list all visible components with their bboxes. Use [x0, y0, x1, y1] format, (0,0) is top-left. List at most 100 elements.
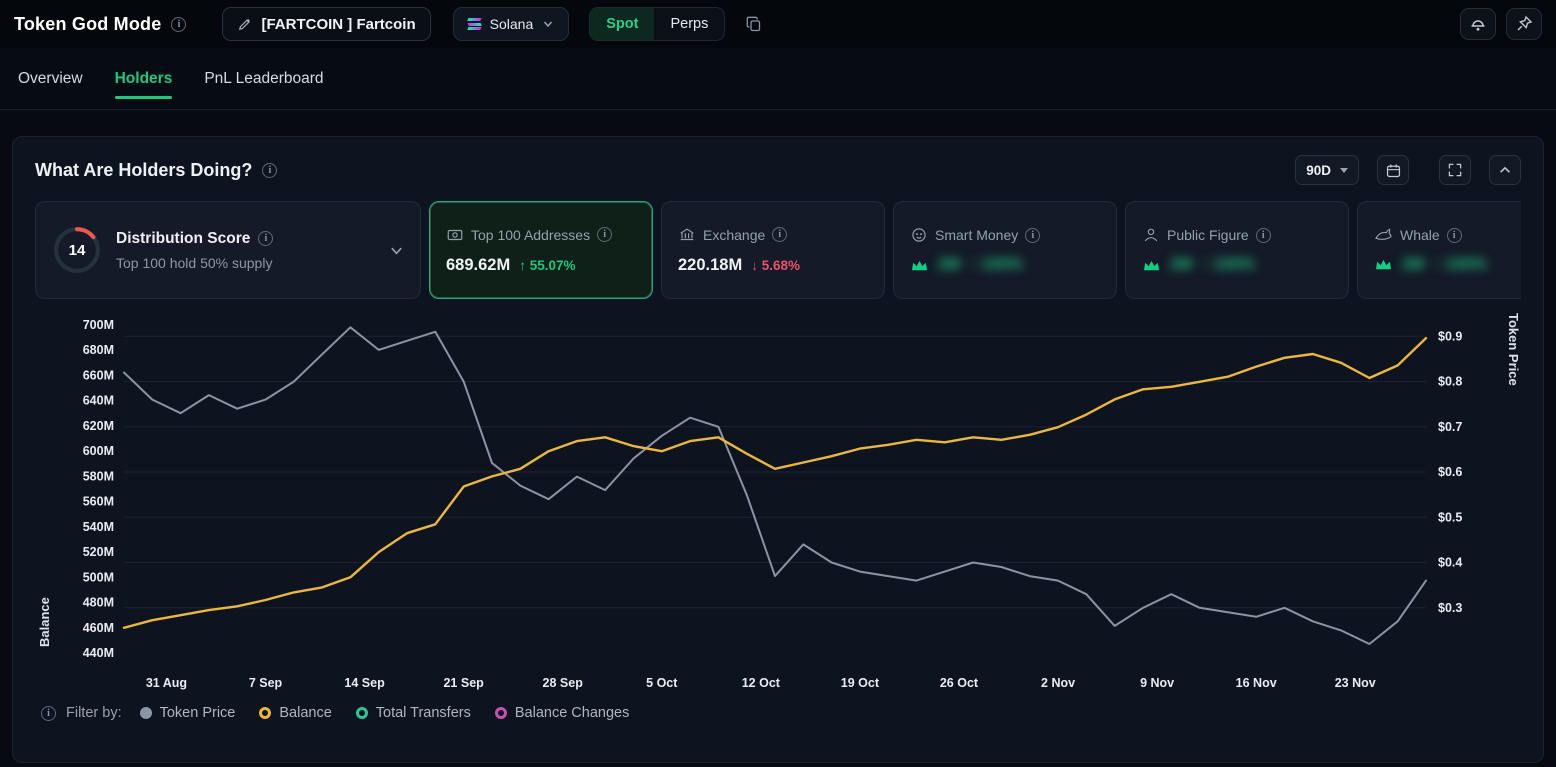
svg-text:500M: 500M — [83, 570, 114, 584]
legend-balance[interactable]: Balance — [259, 705, 331, 721]
svg-text:700M: 700M — [83, 318, 114, 332]
solana-logo-icon — [468, 18, 481, 30]
svg-text:16 Nov: 16 Nov — [1236, 676, 1277, 690]
left-axis-title: Balance — [37, 313, 52, 647]
distribution-score-title: Distribution Score — [116, 230, 250, 248]
public-figure-card[interactable]: Public Figure 2M ↑ 100% — [1125, 201, 1349, 299]
info-icon[interactable] — [1256, 228, 1271, 243]
pin-button[interactable] — [1506, 8, 1542, 40]
svg-text:640M: 640M — [83, 394, 114, 408]
info-icon[interactable] — [171, 17, 186, 32]
token-price-marker-icon — [140, 707, 152, 719]
info-icon[interactable] — [772, 227, 787, 242]
card-change: ↑ 55.07% — [519, 258, 575, 273]
svg-text:440M: 440M — [83, 646, 114, 660]
card-title: Whale — [1400, 227, 1440, 243]
topbar: Token God Mode [FARTCOIN ] Fartcoin Sola… — [0, 0, 1556, 48]
svg-text:560M: 560M — [83, 495, 114, 509]
svg-text:480M: 480M — [83, 596, 114, 610]
holders-chart[interactable]: Balance Token Price 700M680M660M640M620M… — [35, 313, 1521, 693]
smart-money-card[interactable]: Smart Money 2M ↑ 100% — [893, 201, 1117, 299]
spot-tab[interactable]: Spot — [590, 8, 654, 40]
right-axis-title: Token Price — [1506, 313, 1521, 647]
card-title: Smart Money — [935, 227, 1018, 243]
svg-text:540M: 540M — [83, 520, 114, 534]
whale-icon — [1374, 227, 1393, 244]
crown-icon — [1142, 258, 1161, 273]
edit-icon — [237, 17, 252, 32]
legend-total-transfers[interactable]: Total Transfers — [356, 705, 471, 721]
info-icon[interactable] — [258, 231, 273, 246]
card-value: 2M — [938, 256, 960, 274]
info-icon[interactable] — [597, 227, 612, 242]
svg-text:26 Oct: 26 Oct — [940, 676, 979, 690]
svg-text:600M: 600M — [83, 444, 114, 458]
cash-icon — [446, 226, 464, 244]
balance-changes-marker-icon — [495, 707, 507, 719]
range-value: 90D — [1306, 163, 1331, 178]
chevron-down-icon[interactable] — [389, 243, 404, 258]
bank-icon — [678, 226, 696, 244]
card-value: 220.18M — [678, 256, 742, 275]
stat-card-row: 14 Distribution Score Top 100 hold 50% s… — [35, 201, 1521, 299]
line-chart[interactable]: 700M680M660M640M620M600M580M560M540M520M… — [60, 313, 1496, 693]
range-select[interactable]: 90D — [1295, 155, 1359, 185]
svg-text:460M: 460M — [83, 621, 114, 635]
info-icon[interactable] — [41, 706, 56, 721]
svg-text:12 Oct: 12 Oct — [742, 676, 781, 690]
balance-marker-icon — [259, 707, 271, 719]
whale-card[interactable]: Whale 2M ↑ 100% — [1357, 201, 1521, 299]
tab-overview[interactable]: Overview — [18, 48, 83, 109]
card-change: ↑ 100% — [969, 256, 1022, 274]
tab-pnl-leaderboard[interactable]: PnL Leaderboard — [204, 48, 323, 109]
svg-text:$0.6: $0.6 — [1438, 465, 1462, 479]
info-icon[interactable] — [262, 163, 277, 178]
bell-icon — [1468, 15, 1488, 33]
top-100-addresses-card[interactable]: Top 100 Addresses 689.62M ↑ 55.07% — [429, 201, 653, 299]
card-title: Exchange — [703, 227, 765, 243]
token-name: [FARTCOIN ] Fartcoin — [261, 16, 415, 33]
svg-text:$0.9: $0.9 — [1438, 329, 1462, 343]
svg-text:$0.7: $0.7 — [1438, 420, 1462, 434]
chain-select[interactable]: Solana — [453, 7, 570, 41]
public-figure-icon — [1142, 226, 1160, 244]
collapse-button[interactable] — [1489, 155, 1521, 185]
exchange-card[interactable]: Exchange 220.18M ↓ 5.68% — [661, 201, 885, 299]
svg-text:$0.5: $0.5 — [1438, 510, 1462, 524]
legend-balance-changes[interactable]: Balance Changes — [495, 705, 629, 721]
calendar-button[interactable] — [1377, 155, 1409, 185]
holders-panel: What Are Holders Doing? 90D — [12, 136, 1544, 763]
pin-icon — [1515, 15, 1533, 33]
svg-text:520M: 520M — [83, 545, 114, 559]
total-transfers-marker-icon — [356, 707, 368, 719]
svg-text:680M: 680M — [83, 343, 114, 357]
copy-icon[interactable] — [745, 15, 763, 33]
svg-text:2 Nov: 2 Nov — [1041, 676, 1075, 690]
card-value: 2M — [1402, 256, 1424, 274]
chart-filter-bar: Filter by: Token Price Balance Total Tra… — [35, 705, 1521, 721]
card-value: 2M — [1170, 256, 1192, 274]
token-selector[interactable]: [FARTCOIN ] Fartcoin — [222, 7, 430, 41]
tab-holders[interactable]: Holders — [115, 48, 173, 109]
info-icon[interactable] — [1025, 228, 1040, 243]
bell-button[interactable] — [1460, 8, 1496, 40]
legend-token-price[interactable]: Token Price — [140, 705, 236, 721]
svg-text:580M: 580M — [83, 469, 114, 483]
svg-text:$0.8: $0.8 — [1438, 375, 1462, 389]
svg-text:9 Nov: 9 Nov — [1140, 676, 1174, 690]
calendar-icon — [1385, 162, 1402, 179]
card-title: Public Figure — [1167, 227, 1249, 243]
fullscreen-button[interactable] — [1439, 155, 1471, 185]
svg-text:$0.3: $0.3 — [1438, 601, 1462, 615]
perps-tab[interactable]: Perps — [654, 8, 724, 40]
distribution-score-card[interactable]: 14 Distribution Score Top 100 hold 50% s… — [35, 201, 421, 299]
panel-title: What Are Holders Doing? — [35, 160, 252, 181]
smart-money-icon — [910, 226, 928, 244]
distribution-gauge: 14 — [52, 225, 102, 275]
chevron-down-icon — [542, 18, 554, 30]
chevron-up-icon — [1498, 163, 1512, 177]
svg-text:$0.4: $0.4 — [1438, 556, 1462, 570]
svg-text:31 Aug: 31 Aug — [146, 676, 187, 690]
info-icon[interactable] — [1447, 228, 1462, 243]
expand-icon — [1447, 162, 1463, 178]
